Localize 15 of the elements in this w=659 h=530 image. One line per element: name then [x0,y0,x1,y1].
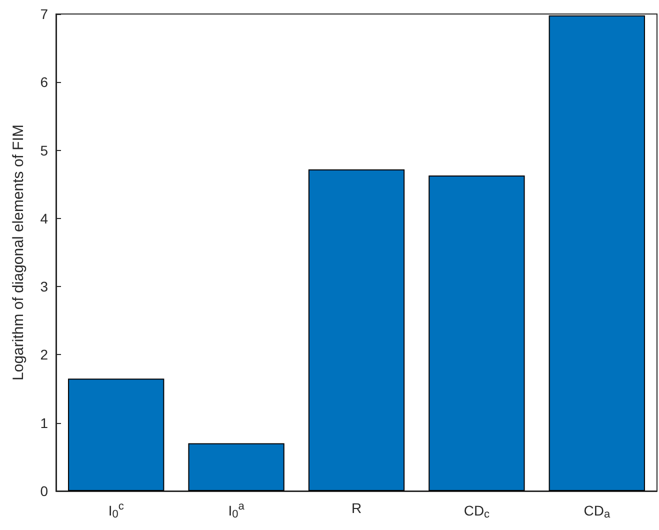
y-tick-label: 2 [40,346,48,363]
bar [68,378,164,491]
y-tick-label: 5 [40,142,48,158]
bar [308,169,405,491]
y-tick-label: 4 [40,210,48,226]
y-tick-label: 3 [40,278,48,295]
bar [548,15,645,491]
bar [188,443,284,491]
y-axis-title: Logarithm of diagonal elements of FIM [10,124,27,380]
x-tick-label: R [351,500,362,516]
y-tick-label: 0 [40,483,48,499]
y-tick-label: 6 [40,74,48,90]
y-tick-label: 1 [40,414,48,431]
y-tick-label: 7 [40,6,48,22]
bar [428,176,525,491]
